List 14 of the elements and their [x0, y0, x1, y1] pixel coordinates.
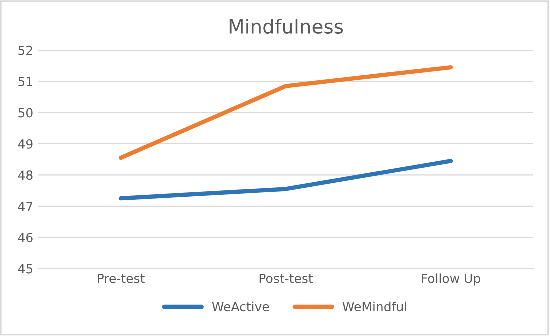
x-tick-label: Pre-test — [98, 274, 145, 284]
y-tick-label: 52 — [18, 46, 32, 56]
y-tick-label: 48 — [18, 170, 33, 180]
y-tick-label: 49 — [18, 139, 33, 149]
y-tick-label: 46 — [18, 233, 33, 243]
legend-label: WeMindful — [342, 302, 406, 312]
y-tick-label: 50 — [18, 108, 33, 118]
chart-title: Mindfulness — [230, 18, 344, 34]
y-tick-label: 51 — [18, 77, 32, 87]
x-tick-label: Post-test — [260, 274, 314, 284]
y-tick-label: 45 — [18, 264, 33, 274]
legend-label: WeActive — [212, 302, 270, 312]
x-tick-label: Follow Up — [422, 274, 480, 286]
y-tick-label: 47 — [18, 202, 33, 212]
